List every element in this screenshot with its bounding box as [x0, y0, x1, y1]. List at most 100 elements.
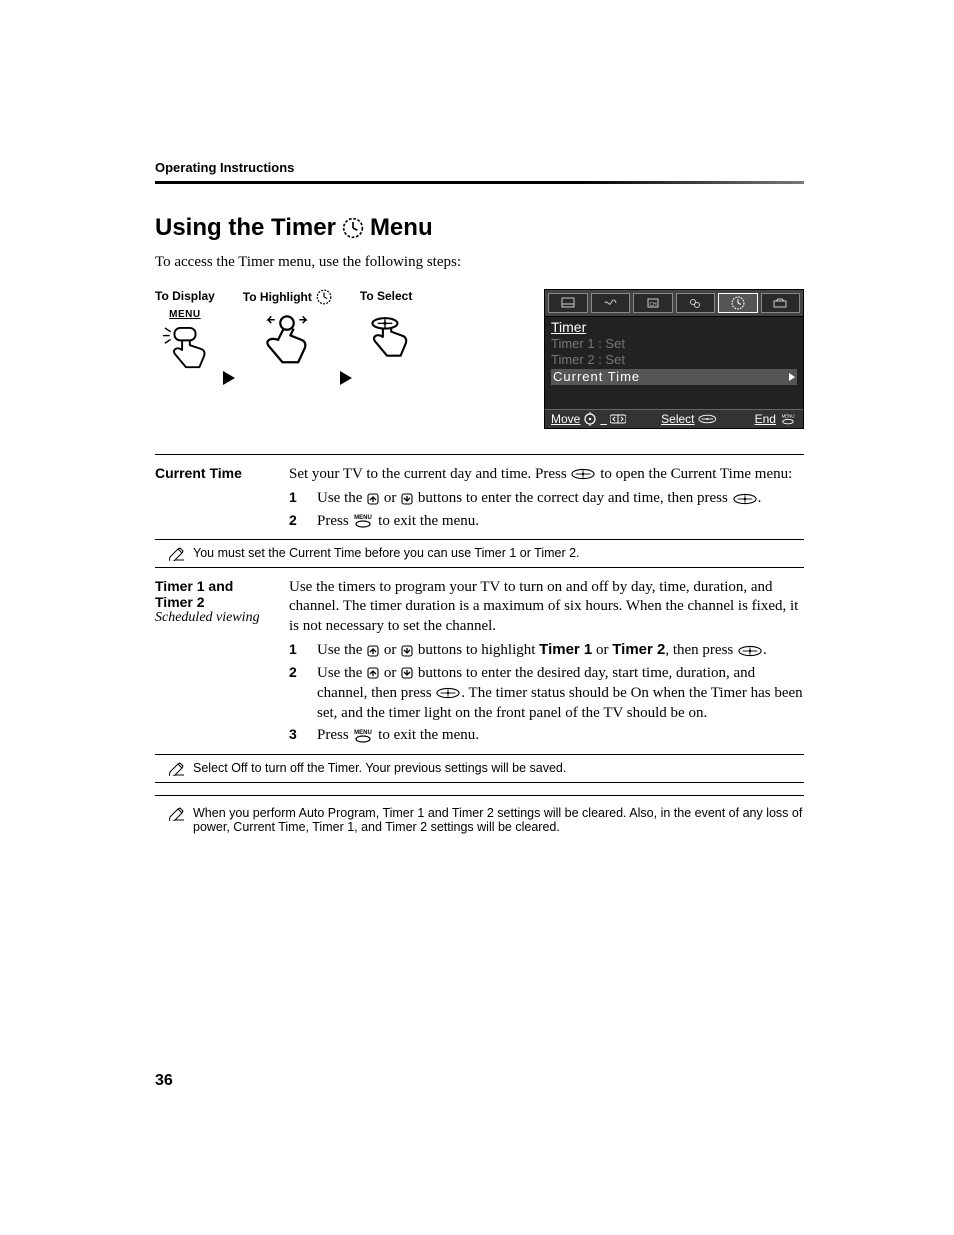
press-menu-icon [160, 326, 210, 372]
text-bold: Timer 2 [612, 641, 665, 658]
menu-icon: MENU [779, 412, 797, 426]
svg-text:MENU: MENU [782, 413, 795, 418]
step: 1 Use the or buttons to highlight Timer … [289, 640, 804, 660]
pencil-icon [169, 762, 185, 776]
osd-foot-select: Select [661, 412, 719, 426]
text: or [592, 642, 612, 658]
nav-select-label: To Select [360, 289, 412, 303]
header-rule [155, 181, 804, 184]
text: . [758, 490, 762, 506]
clock-icon [342, 217, 364, 239]
menu-icon [353, 513, 373, 529]
nav-highlight-text: To Highlight [243, 290, 312, 304]
step: 3 Press to exit the menu. [289, 725, 804, 745]
feature-subtitle: Scheduled viewing [155, 610, 265, 626]
nav-highlight: To Highlight [243, 289, 332, 371]
feature-current-time: Current Time Set your TV to the current … [155, 454, 804, 539]
step-text: Press to exit the menu. [317, 725, 804, 745]
osd-line-selected: Current Time [551, 369, 797, 385]
osd-line: Timer 2 : Set [551, 352, 797, 368]
pencil-icon [169, 807, 185, 821]
step-text: Press to exit the menu. [317, 511, 804, 531]
text: buttons to enter the correct day and tim… [414, 490, 731, 506]
feature-desc: Use the timers to program your TV to tur… [289, 578, 804, 637]
osd-tab-icon [548, 293, 588, 313]
nav-display: To Display MENU [155, 289, 215, 372]
osd-tab-row: CH [545, 290, 803, 317]
right-arrow-icon [789, 373, 795, 381]
step: 2 Press to exit the menu. [289, 511, 804, 531]
page-title: Using the Timer Menu [155, 214, 804, 242]
nav-select: To Select [360, 289, 412, 369]
select-press-icon [362, 309, 410, 369]
osd-tab-icon [591, 293, 631, 313]
osd-footer: Move Select End MENU [545, 409, 803, 428]
arrow-icon [223, 371, 235, 385]
joystick-icon [259, 311, 315, 371]
step-num: 3 [289, 725, 303, 745]
feature-title: Timer 1 and Timer 2 [155, 578, 265, 610]
enter-icon [733, 493, 757, 505]
up-arrow-icon [367, 645, 379, 657]
down-arrow-icon [401, 645, 413, 657]
intro-text: To access the Timer menu, use the follow… [155, 254, 804, 271]
feature-title: Current Time [155, 465, 265, 481]
text: . [763, 642, 767, 658]
enter-icon [698, 413, 720, 425]
enter-icon [738, 645, 762, 657]
osd-foot-select-text: Select [661, 412, 694, 426]
osd-line-text: Current Time [553, 369, 640, 385]
arrow-icon [340, 371, 352, 385]
osd-tab-icon [761, 293, 801, 313]
text: to exit the menu. [374, 727, 479, 743]
osd-line: Timer 1 : Set [551, 336, 797, 352]
text: to open the Current Time menu: [596, 466, 792, 482]
nav-row: To Display MENU To Highlight To Select C… [155, 289, 804, 429]
note-text: When you perform Auto Program, Timer 1 a… [193, 806, 804, 834]
up-arrow-icon [367, 493, 379, 505]
osd-body: Timer Timer 1 : Set Timer 2 : Set Curren… [545, 317, 803, 409]
text: or [380, 490, 400, 506]
up-arrow-icon [367, 667, 379, 679]
feature-desc: Set your TV to the current day and time.… [289, 465, 804, 485]
clock-icon [316, 289, 332, 305]
text: or [380, 665, 400, 681]
enter-icon [571, 468, 595, 480]
menu-icon [353, 728, 373, 744]
text: Use the [317, 665, 366, 681]
feature-timers: Timer 1 and Timer 2 Scheduled viewing Us… [155, 568, 804, 754]
nav-display-label: To Display [155, 289, 215, 303]
text-bold: Timer 1 [539, 641, 592, 658]
text: to exit the menu. [374, 513, 479, 529]
text: Use the [317, 642, 366, 658]
note: Select Off to turn off the Timer. Your p… [155, 754, 804, 783]
osd-foot-move-text: Move [551, 412, 580, 426]
osd-foot-end: End MENU [755, 412, 797, 426]
step-num: 2 [289, 663, 303, 724]
nav-highlight-label: To Highlight [243, 289, 332, 305]
osd-foot-end-text: End [755, 412, 776, 426]
step-num: 1 [289, 640, 303, 660]
osd-tab-icon: CH [633, 293, 673, 313]
note-text: Select Off to turn off the Timer. Your p… [193, 761, 566, 775]
step-num: 1 [289, 488, 303, 508]
text: , then press [665, 642, 737, 658]
osd-foot-move: Move [551, 412, 626, 426]
note-text: You must set the Current Time before you… [193, 546, 580, 560]
text: or [380, 642, 400, 658]
step-text: Use the or buttons to enter the correct … [317, 488, 804, 508]
text: Set your TV to the current day and time.… [289, 466, 570, 482]
step: 1 Use the or buttons to enter the correc… [289, 488, 804, 508]
svg-text:CH: CH [649, 302, 657, 308]
osd-title: Timer [551, 319, 797, 335]
text: buttons to highlight [414, 642, 539, 658]
down-arrow-icon [401, 667, 413, 679]
down-arrow-icon [401, 493, 413, 505]
text: Press [317, 727, 352, 743]
note: When you perform Auto Program, Timer 1 a… [155, 795, 804, 840]
osd-panel: CH Timer Timer 1 : Set Timer 2 : Set Cur… [544, 289, 804, 429]
joy-icon [583, 412, 597, 426]
page-number: 36 [155, 1072, 173, 1090]
title-pre: Using the Timer [155, 214, 336, 242]
step-num: 2 [289, 511, 303, 531]
